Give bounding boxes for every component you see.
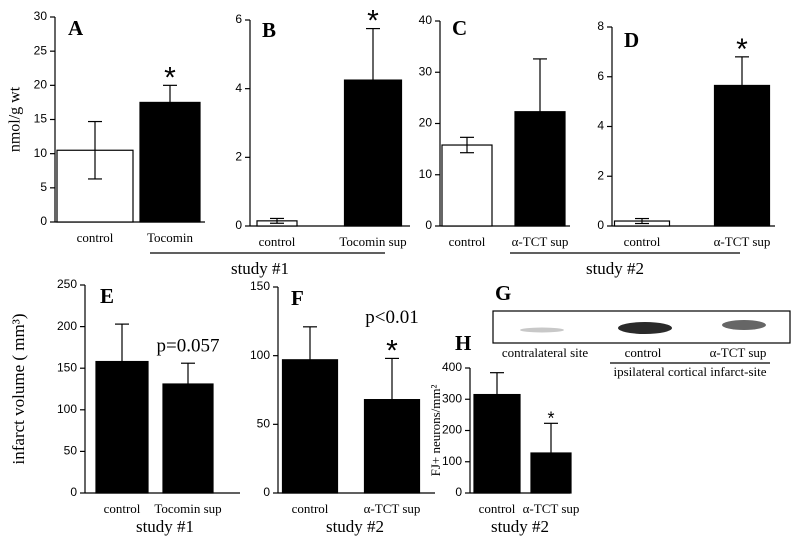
- y-tick-label: 300: [442, 391, 462, 405]
- y-tick-label: 20: [419, 116, 433, 130]
- y-tick-label: 25: [34, 43, 48, 57]
- y-tick-label: 10: [419, 167, 433, 181]
- y-tick-label: 50: [257, 417, 271, 431]
- category-label: control: [292, 501, 329, 516]
- group-label: study #2: [586, 259, 644, 278]
- category-label: control: [479, 501, 516, 516]
- y-tick-label: 5: [40, 180, 47, 194]
- y-tick-label: 100: [57, 402, 77, 416]
- panel-letter: D: [624, 28, 639, 52]
- panel-letter: F: [291, 286, 304, 310]
- annotation: *: [736, 33, 748, 66]
- y-tick-label: 0: [235, 218, 242, 232]
- annotation: *: [164, 61, 176, 94]
- panel-letter: E: [100, 284, 114, 308]
- category-label: Tocomin sup: [339, 234, 406, 249]
- y-tick-label: 6: [597, 69, 604, 83]
- category-label: α-TCT sup: [512, 234, 569, 249]
- y-tick-label: 0: [425, 218, 432, 232]
- bar: [281, 359, 339, 494]
- blot-image: [492, 310, 791, 344]
- y-tick-label: 0: [40, 214, 47, 228]
- y-tick-label: 40: [419, 13, 433, 27]
- category-label: control: [259, 234, 296, 249]
- y-tick-label: 2: [597, 168, 604, 182]
- lane-label: control: [625, 345, 662, 360]
- y-tick-label: 150: [250, 279, 270, 293]
- category-label: Tocomin sup: [154, 501, 221, 516]
- category-label: α-TCT sup: [523, 501, 580, 516]
- x-axis-label: study #2: [326, 517, 384, 536]
- y-tick-label: 250: [57, 277, 77, 291]
- category-label: control: [624, 234, 661, 249]
- x-axis-label: study #1: [136, 517, 194, 536]
- annotation: p=0.057: [157, 336, 220, 357]
- bar: [441, 144, 493, 227]
- y-tick-label: 0: [70, 485, 77, 499]
- y-tick-label: 0: [263, 485, 270, 499]
- blot-band: [722, 320, 766, 330]
- annotation: p<0.01: [365, 307, 418, 328]
- y-tick-label: 4: [597, 119, 604, 133]
- y-tick-label: 6: [235, 12, 242, 26]
- lane-label: α-TCT sup: [710, 345, 767, 360]
- y-tick-label: 400: [442, 360, 462, 374]
- y-axis-label: nmol/g wt: [7, 86, 24, 152]
- y-tick-label: 2: [235, 150, 242, 164]
- category-label: α-TCT sup: [714, 234, 771, 249]
- y-tick-label: 0: [597, 218, 604, 232]
- y-tick-label: 200: [57, 319, 77, 333]
- y-tick-label: 30: [34, 9, 48, 23]
- category-label: control: [77, 230, 114, 245]
- blot-band: [520, 327, 564, 333]
- category-label: control: [104, 501, 141, 516]
- category-label: α-TCT sup: [364, 501, 421, 516]
- y-tick-label: 4: [235, 81, 242, 95]
- group-label: study #1: [231, 259, 289, 278]
- bar: [139, 101, 201, 223]
- y-tick-label: 200: [442, 423, 462, 437]
- category-label: control: [449, 234, 486, 249]
- y-tick-label: 8: [597, 19, 604, 33]
- y-tick-label: 20: [34, 78, 48, 92]
- y-axis-label: infarct volume ( mm³): [9, 314, 28, 465]
- y-tick-label: 100: [442, 454, 462, 468]
- annotation: *: [386, 334, 398, 367]
- y-tick-label: 30: [419, 64, 433, 78]
- lane-label: contralateral site: [502, 345, 588, 360]
- annotation: *: [367, 5, 379, 38]
- y-tick-label: 15: [34, 112, 48, 126]
- blot-band: [618, 322, 672, 334]
- annotation: *: [547, 408, 554, 428]
- panel-letter: G: [495, 281, 511, 305]
- panel-letter: H: [455, 331, 471, 355]
- category-label: Tocomin: [147, 230, 194, 245]
- y-tick-label: 100: [250, 348, 270, 362]
- y-axis-label: FJ+ neurons/mm²: [428, 385, 443, 477]
- y-tick-label: 150: [57, 360, 77, 374]
- panel-letter: B: [262, 18, 276, 42]
- y-tick-label: 10: [34, 146, 48, 160]
- panel-letter: A: [68, 16, 84, 40]
- y-tick-label: 50: [64, 444, 78, 458]
- x-axis-label: study #2: [491, 517, 549, 536]
- group-label: ipsilateral cortical infarct-site: [613, 364, 766, 379]
- y-tick-label: 0: [455, 485, 462, 499]
- panel-letter: C: [452, 16, 467, 40]
